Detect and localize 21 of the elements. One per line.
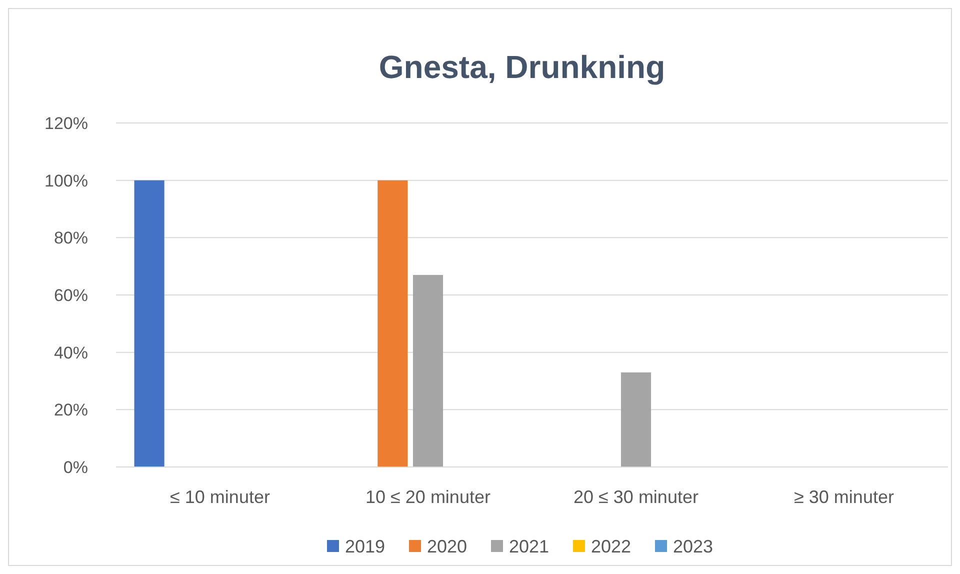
bar (620, 372, 652, 467)
legend-label: 2022 (591, 536, 632, 556)
y-tick-label: 120% (44, 114, 88, 133)
x-tick-label: ≥ 30 minuter (794, 487, 894, 507)
y-tick-label: 20% (54, 400, 88, 420)
legend-label: 2019 (345, 536, 386, 556)
chart-title: Gnesta, Drunkning (378, 49, 666, 85)
y-tick-label: 40% (54, 343, 88, 362)
legend-label: 2023 (673, 536, 714, 556)
y-tick-label: 100% (44, 171, 88, 190)
y-tick-label: 60% (54, 286, 88, 305)
bar (412, 274, 444, 467)
bar (134, 180, 164, 467)
bar (378, 180, 408, 467)
y-tick-label: 80% (54, 228, 88, 248)
y-tick-label: 0% (63, 458, 88, 477)
x-tick-label: 10 ≤ 20 minuter (366, 487, 490, 507)
x-tick-label: 20 ≤ 30 minuter (574, 487, 698, 507)
x-tick-label: ≤ 10 minuter (170, 487, 270, 507)
legend-label: 2021 (509, 536, 550, 556)
legend-label: 2020 (427, 536, 468, 556)
